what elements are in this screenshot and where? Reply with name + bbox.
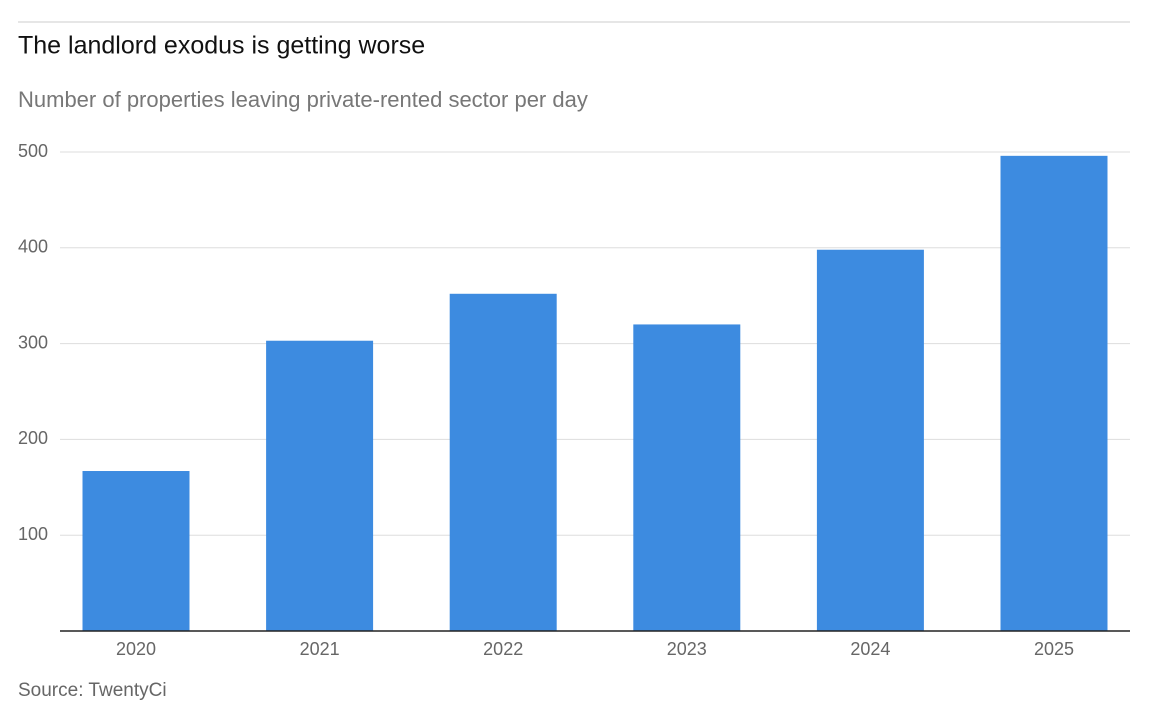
bar — [449, 293, 557, 631]
y-tick-label: 500 — [18, 141, 48, 161]
x-tick-label: 2024 — [850, 639, 890, 659]
bar — [816, 249, 924, 631]
bar — [1000, 155, 1108, 631]
x-tick-label: 2021 — [300, 639, 340, 659]
x-tick-label: 2020 — [116, 639, 156, 659]
y-tick-label: 300 — [18, 332, 48, 352]
bar — [266, 340, 374, 631]
y-tick-label: 100 — [18, 524, 48, 544]
chart-title: The landlord exodus is getting worse — [18, 32, 425, 60]
source: Source: TwentyCi — [18, 680, 167, 701]
x-tick-label: 2022 — [483, 639, 523, 659]
y-tick-label: 400 — [18, 237, 48, 257]
x-tick-label: 2023 — [667, 639, 707, 659]
y-tick-label: 200 — [18, 428, 48, 448]
x-tick-label: 2025 — [1034, 639, 1074, 659]
bar — [82, 471, 190, 631]
chart-subtitle: Number of properties leaving private-ren… — [18, 87, 588, 112]
bar — [633, 324, 741, 631]
